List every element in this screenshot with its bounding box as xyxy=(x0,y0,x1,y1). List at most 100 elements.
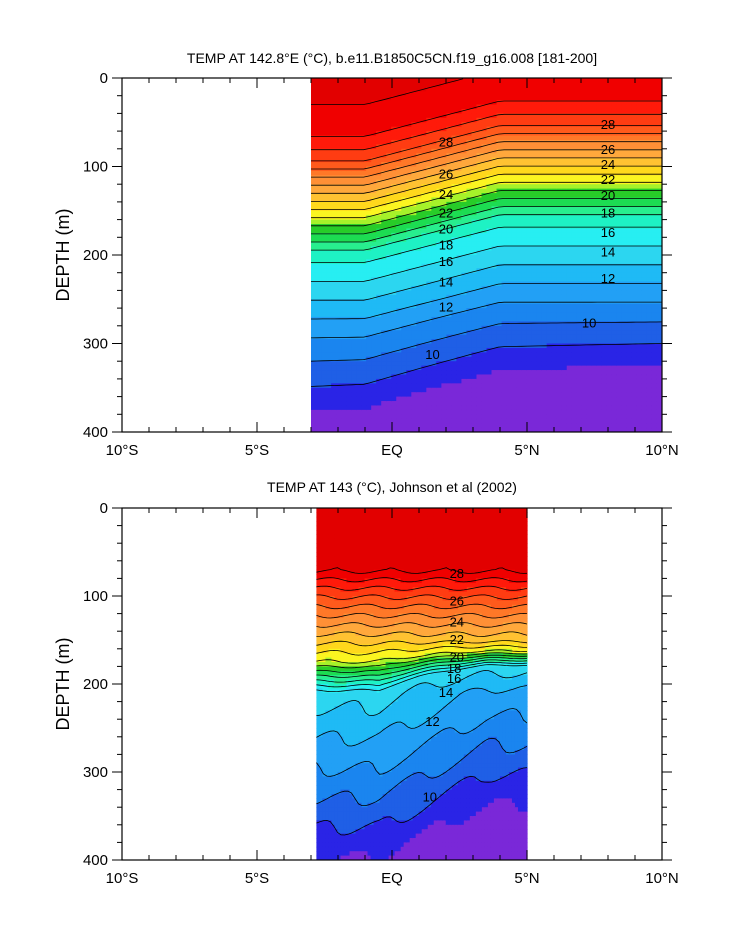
temperature-cell xyxy=(396,117,402,123)
temperature-cell xyxy=(336,170,342,176)
temperature-field xyxy=(311,78,662,432)
temperature-cell xyxy=(516,241,523,247)
temperature-cell xyxy=(471,308,478,314)
temperature-cell xyxy=(341,131,347,137)
temperature-cell xyxy=(426,263,432,269)
temperature-cell xyxy=(456,184,463,190)
temperature-cell xyxy=(611,162,618,168)
temperature-cell xyxy=(496,361,503,367)
temperature-cell xyxy=(466,299,473,305)
temperature-cell xyxy=(406,91,412,97)
temperature-cell xyxy=(616,272,623,278)
temperature-cell xyxy=(351,294,357,300)
temperature-cell xyxy=(326,401,332,407)
temperature-cell xyxy=(551,423,558,429)
temperature-cell xyxy=(471,215,478,221)
temperature-cell xyxy=(616,401,623,407)
temperature-cell xyxy=(406,232,412,238)
temperature-cell xyxy=(421,370,427,376)
temperature-cell xyxy=(396,188,402,194)
temperature-cell xyxy=(576,356,583,362)
temperature-cell xyxy=(496,100,503,106)
temperature-cell xyxy=(356,272,362,278)
temperature-cell xyxy=(556,414,563,420)
temperature-cell xyxy=(376,232,382,238)
temperature-cell xyxy=(311,285,317,291)
temperature-cell xyxy=(411,339,417,345)
temperature-cell xyxy=(346,232,352,238)
temperature-cell xyxy=(601,374,608,380)
temperature-cell xyxy=(356,250,362,256)
temperature-cell xyxy=(601,370,608,376)
temperature-cell xyxy=(371,157,377,163)
temperature-cell xyxy=(486,330,493,336)
temperature-cell xyxy=(581,334,588,340)
temperature-cell xyxy=(501,197,508,203)
temperature-cell xyxy=(371,250,377,256)
temperature-cell xyxy=(376,347,382,353)
temperature-cell xyxy=(316,285,322,291)
temperature-cell xyxy=(531,166,538,172)
temperature-cell xyxy=(551,405,558,411)
temperature-cell xyxy=(521,197,528,203)
temperature-cell xyxy=(401,427,407,432)
temperature-cell xyxy=(406,131,412,137)
temperature-cell xyxy=(376,250,382,256)
temperature-cell xyxy=(376,241,382,247)
temperature-cell xyxy=(556,268,563,274)
temperature-cell xyxy=(391,122,397,128)
temperature-cell xyxy=(431,352,437,358)
temperature-cell xyxy=(516,285,523,291)
temperature-cell xyxy=(516,184,523,190)
temperature-cell xyxy=(436,157,442,163)
temperature-cell xyxy=(446,201,452,207)
temperature-cell xyxy=(396,427,402,432)
temperature-cell xyxy=(336,206,342,212)
temperature-cell xyxy=(571,361,578,367)
temperature-cell xyxy=(361,427,367,432)
temperature-cell xyxy=(506,188,513,194)
temperature-cell xyxy=(351,321,357,327)
temperature-cell xyxy=(476,334,483,340)
temperature-cell xyxy=(611,427,618,432)
temperature-cell xyxy=(586,387,593,393)
temperature-cell xyxy=(521,144,528,150)
temperature-cell xyxy=(581,86,588,92)
temperature-cell xyxy=(426,330,432,336)
temperature-cell xyxy=(371,334,377,340)
temperature-cell xyxy=(461,303,468,309)
temperature-cell xyxy=(511,139,518,145)
temperature-cell xyxy=(531,197,538,203)
temperature-cell xyxy=(371,409,377,415)
temperature-cell xyxy=(471,263,478,269)
temperature-cell xyxy=(436,197,442,203)
temperature-cell xyxy=(321,392,327,398)
temperature-cell xyxy=(436,343,442,349)
temperature-cell xyxy=(426,250,432,256)
temperature-cell xyxy=(351,179,357,185)
temperature-cell xyxy=(376,82,382,88)
temperature-cell xyxy=(526,188,533,194)
temperature-cell xyxy=(326,232,332,238)
temperature-cell xyxy=(621,108,628,114)
temperature-cell xyxy=(601,339,608,345)
temperature-cell xyxy=(556,108,563,114)
temperature-cell xyxy=(531,365,538,371)
temperature-cell xyxy=(581,343,588,349)
temperature-cell xyxy=(311,361,317,367)
temperature-cell xyxy=(501,148,508,154)
temperature-cell xyxy=(581,246,588,252)
temperature-cell xyxy=(481,179,488,185)
temperature-cell xyxy=(446,250,452,256)
temperature-cell xyxy=(411,157,417,163)
temperature-cell xyxy=(571,423,578,429)
temperature-cell xyxy=(421,308,427,314)
temperature-cell xyxy=(586,303,593,309)
temperature-cell xyxy=(591,139,598,145)
temperature-cell xyxy=(591,294,598,300)
temperature-cell xyxy=(521,418,528,424)
temperature-cell xyxy=(366,135,372,141)
temperature-cell xyxy=(431,374,437,380)
temperature-cell xyxy=(411,153,417,159)
temperature-cell xyxy=(471,330,478,336)
